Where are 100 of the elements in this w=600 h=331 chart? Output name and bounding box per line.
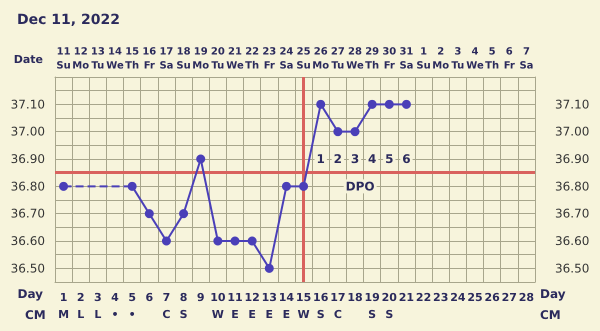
x-tick-label: 12 E	[244, 291, 260, 321]
x2-tick-label: 20 Tu	[210, 46, 225, 72]
point	[384, 100, 394, 109]
y-tick-label: 36.60	[10, 234, 45, 248]
x-tick-label: 14 E	[278, 291, 294, 321]
x2-tick-label: 15 Th	[125, 46, 140, 72]
point	[248, 236, 257, 246]
y2-tick-label: 36.80	[555, 179, 590, 194]
x-tick-label: 25	[467, 291, 483, 304]
x2-tick-label: 23 Fr	[262, 46, 276, 72]
text: Day	[540, 287, 566, 301]
y-tick-label: 36.80	[10, 179, 45, 194]
annotation: 3	[350, 152, 360, 166]
x-tick-label: 1 M	[58, 291, 70, 321]
y2-tick-label: 36.90	[555, 152, 590, 166]
x2-tick-label: 6 Fr	[504, 46, 515, 72]
point	[59, 182, 68, 191]
y-tick-label: 37.00	[10, 124, 45, 139]
x-tick-label: 21	[398, 291, 414, 304]
x2-tick-label: 25 Su	[296, 46, 311, 72]
y-tick-label: 36.90	[10, 152, 45, 166]
x2-tick-label: 21 We	[226, 46, 244, 72]
x2-tick-label: 28 We	[346, 46, 364, 72]
x2-tick-label: 13 Tu	[90, 46, 105, 72]
point	[213, 236, 222, 246]
point	[144, 209, 154, 218]
point	[299, 182, 308, 191]
y-tick-label: 37.10	[10, 97, 45, 112]
point	[162, 236, 171, 246]
x-tick-label: 8 S	[180, 291, 188, 321]
x-tick-label: 3 L	[94, 291, 102, 321]
point	[128, 182, 137, 191]
x-tick-label: 10 W	[210, 291, 226, 321]
x2-tick-label: 5 Th	[485, 46, 500, 72]
x-tick-label: 20 S	[382, 291, 398, 321]
x2-tick-label: 30 Fr	[382, 46, 396, 72]
annotation: 2	[334, 152, 342, 166]
x-tick-label: 23	[433, 291, 448, 304]
x-tick-label: 19 S	[364, 291, 380, 321]
x2-tick-label: 31 Sa	[399, 46, 414, 72]
annotation: 4	[368, 152, 376, 166]
x2-tick-label: 24 Sa	[279, 46, 294, 72]
y-tick-label: 36.50	[10, 261, 45, 276]
x2-tick-label: 14 We	[106, 46, 124, 72]
x2-tick-label: 3 Tu	[451, 46, 464, 72]
x2-tick-label: 17 Sa	[159, 46, 174, 72]
point	[230, 236, 240, 246]
x-tick-label: 17 C	[330, 291, 346, 321]
x2-tick-label: 7 Sa	[519, 46, 534, 72]
point	[282, 182, 291, 191]
text: CM	[25, 308, 46, 322]
x-tick-label: 28	[518, 291, 534, 304]
x-tick-label: 22	[416, 291, 432, 304]
point	[264, 264, 274, 273]
x2-tick-label: 12 Mo	[72, 46, 90, 72]
x-tick-label: 15 W	[296, 291, 312, 321]
point	[316, 100, 326, 109]
point	[402, 100, 411, 109]
chart-title: Dec 11, 2022	[17, 12, 120, 28]
annotation: 5	[385, 152, 394, 166]
x2-tick-label: 29 Th	[365, 46, 380, 72]
x-tick-label: 6	[145, 291, 154, 304]
annotation: 1	[316, 152, 325, 166]
x-tick-label: 7 C	[162, 291, 170, 321]
x2-tick-label: 26 Mo	[312, 46, 330, 72]
x-tick-label: 11 E	[227, 291, 243, 321]
x-tick-label: 4 •	[111, 291, 120, 321]
x2-tick-label: 22 Th	[245, 46, 260, 72]
y2-tick-label: 36.50	[555, 261, 590, 276]
x2-tick-label: 11 Su	[56, 46, 71, 72]
x2-tick-label: 18 Su	[176, 46, 191, 72]
y-tick-label: 36.70	[10, 206, 45, 221]
x-tick-label: 24	[450, 291, 466, 304]
annotation: 6	[402, 152, 411, 166]
y2-tick-label: 36.60	[555, 234, 590, 248]
x2-tick-label: 19 Mo	[192, 46, 210, 72]
x-axis-title: Day	[17, 287, 44, 301]
x-tick-label: 5 •	[128, 291, 136, 321]
x2-tick-label: 27 Tu	[330, 46, 345, 72]
point	[368, 100, 377, 109]
text: CM	[540, 308, 561, 322]
point	[196, 154, 206, 164]
x-tick-label: 27	[502, 291, 517, 304]
point	[333, 127, 342, 136]
point	[350, 127, 360, 136]
point	[179, 209, 188, 218]
x-tick-label: 13 E	[262, 291, 277, 321]
x-tick-label: 26	[484, 291, 500, 304]
y2-tick-label: 36.70	[555, 206, 590, 221]
y2-tick-label: 37.00	[555, 124, 590, 139]
x-tick-label: 18	[347, 291, 363, 304]
x-tick-label: 2 L	[76, 291, 85, 321]
annotation: DPO	[346, 179, 375, 194]
x2-axis-title: Date	[14, 53, 43, 66]
y2-tick-label: 37.10	[555, 97, 590, 112]
x-tick-label: 16 S	[313, 291, 329, 321]
x2-tick-label: 16 Fr	[142, 46, 156, 72]
x-tick-label: 9	[196, 291, 205, 304]
x2-tick-label: 2 Mo	[432, 46, 450, 72]
x2-tick-label: 4 We	[466, 46, 484, 72]
